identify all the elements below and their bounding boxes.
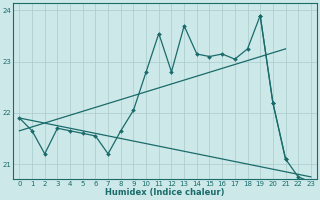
X-axis label: Humidex (Indice chaleur): Humidex (Indice chaleur) (105, 188, 225, 197)
